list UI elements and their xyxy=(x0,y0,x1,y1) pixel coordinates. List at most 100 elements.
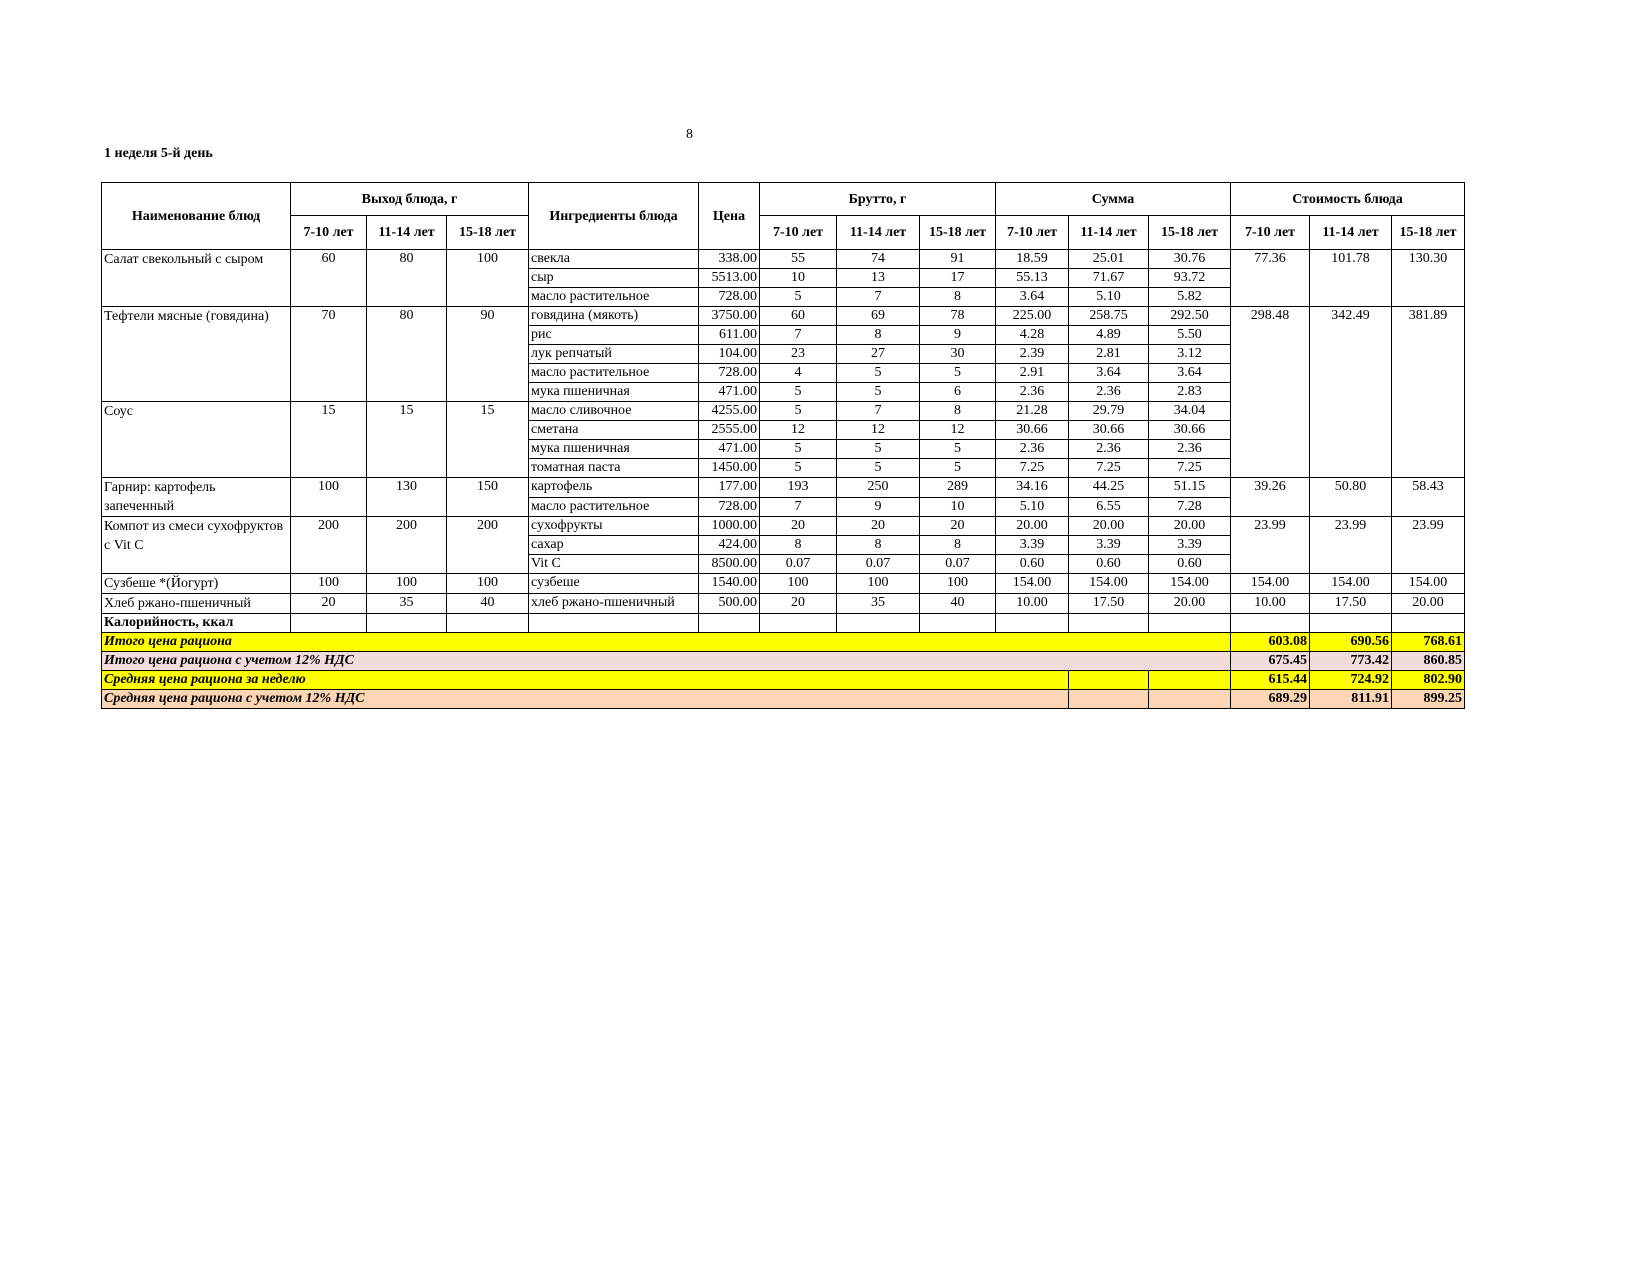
calories-row: Калорийность, ккал xyxy=(101,613,1465,633)
total-label: Итого цена рациона xyxy=(101,632,1231,652)
menu-day-title: 1 неделя 5-й день xyxy=(104,146,213,161)
ingredient-brutto: 12 xyxy=(919,420,996,440)
ingredient-brutto: 20 xyxy=(919,516,996,536)
table-row: мука пшеничная 471.00 5 5 6 2.36 2.36 2.83 xyxy=(102,382,1465,402)
ingredient-sum: 3.64 xyxy=(1148,363,1231,383)
total-value: 860.85 xyxy=(1391,651,1465,671)
table-row: Гарнир: картофель запеченный 100 130 150 кар… xyxy=(101,477,1465,517)
table-row: Сузбеше *(Йогурт) 100 100 100 сузбеше 1540.00… xyxy=(101,573,1465,594)
header-age-group: 15-18 лет xyxy=(1391,215,1465,250)
dish-name: Компот из смеси сухофруктов с Vit C xyxy=(101,516,291,574)
dish-cost: 342.49 xyxy=(1309,306,1392,478)
dish-yield: 200 xyxy=(366,516,447,574)
ingredient-name: картофель xyxy=(528,477,699,498)
ingredient-price: 471.00 xyxy=(698,382,760,402)
ingredient-sum: 3.12 xyxy=(1148,344,1231,364)
ingredient-brutto: 12 xyxy=(759,420,837,440)
ingredient-price: 1450.00 xyxy=(698,458,760,478)
ingredient-sum: 20.00 xyxy=(995,516,1069,536)
header-age-group: 15-18 лет xyxy=(919,215,996,250)
header-sum: Сумма xyxy=(995,182,1231,216)
table-row: мука пшеничная 471.00 5 5 5 2.36 2.36 2.36 xyxy=(102,439,1465,459)
ingredient-sum: 2.39 xyxy=(995,344,1069,364)
ingredient-name: сахар xyxy=(528,535,699,555)
table-row: сметана 2555.00 12 12 12 30.66 30.66 30.66 xyxy=(102,420,1465,440)
header-age-group: 7-10 лет xyxy=(290,215,367,250)
total-row: Итого цена рациона с учетом 12% НДС 675.4… xyxy=(101,651,1465,671)
ingredient-brutto: 5 xyxy=(836,382,920,402)
ingredient-name: сузбеше xyxy=(528,573,699,594)
ingredient-name: масло сливочное xyxy=(528,401,699,421)
dish-name: Салат свекольный с сыром xyxy=(101,249,291,307)
calories-cell xyxy=(1309,613,1392,633)
calories-cell xyxy=(366,613,447,633)
ingredient-sum: 29.79 xyxy=(1068,401,1149,421)
ingredient-price: 1000.00 xyxy=(698,516,760,536)
dish-yield: 100 xyxy=(290,477,367,517)
ingredient-sum: 21.28 xyxy=(995,401,1069,421)
ingredient-sum: 2.36 xyxy=(1068,382,1149,402)
ingredient-sum: 258.75 xyxy=(1068,306,1149,326)
ingredient-brutto: 100 xyxy=(836,573,920,594)
ingredient-price: 338.00 xyxy=(698,249,760,269)
dish-yield: 200 xyxy=(290,516,367,574)
header-age-group: 7-10 лет xyxy=(1230,215,1310,250)
dish-yield: 90 xyxy=(446,306,529,402)
dish-yield: 15 xyxy=(366,401,447,478)
calories-cell xyxy=(919,613,996,633)
dish-yield: 80 xyxy=(366,306,447,402)
calories-cell xyxy=(995,613,1069,633)
total-value: 603.08 xyxy=(1230,632,1310,652)
ingredient-brutto: 8 xyxy=(919,287,996,307)
header-dish-name: Наименование блюд xyxy=(101,182,291,250)
calories-label: Калорийность, ккал xyxy=(101,613,291,633)
ingredient-sum: 154.00 xyxy=(1148,573,1231,594)
dish-cost: 10.00 xyxy=(1230,593,1310,614)
table-row: Компот из смеси сухофруктов с Vit C 200 20… xyxy=(101,516,1465,574)
ingredient-sum: 20.00 xyxy=(1068,516,1149,536)
ingredient-name: масло растительное xyxy=(528,496,699,517)
dish-cost: 154.00 xyxy=(1391,573,1465,594)
ingredient-sum: 3.64 xyxy=(1068,363,1149,383)
menu-cost-table: Наименование блюд Выход блюда, г Ингреди… xyxy=(101,182,1465,709)
total-empty-cell xyxy=(1068,670,1149,690)
ingredient-sum: 18.59 xyxy=(995,249,1069,269)
total-empty-cell xyxy=(1148,689,1231,709)
total-empty-cell xyxy=(1068,689,1149,709)
ingredient-name: мука пшеничная xyxy=(528,439,699,459)
table-row: масло растительное 728.00 7 9 10 5.10 6.55 7.28 xyxy=(102,496,1465,517)
ingredient-price: 611.00 xyxy=(698,325,760,345)
total-label: Средняя цена рациона с учетом 12% НДС xyxy=(101,689,1069,709)
ingredient-price: 2555.00 xyxy=(698,420,760,440)
ingredient-sum: 30.76 xyxy=(1148,249,1231,269)
ingredient-brutto: 5 xyxy=(836,363,920,383)
ingredient-brutto: 250 xyxy=(836,477,920,498)
ingredient-sum: 225.00 xyxy=(995,306,1069,326)
ingredient-name: рис xyxy=(528,325,699,345)
dish-cost: 381.89 xyxy=(1391,306,1465,478)
ingredient-name: масло растительное xyxy=(528,287,699,307)
header-age-group: 7-10 лет xyxy=(995,215,1069,250)
ingredient-price: 1540.00 xyxy=(698,573,760,594)
header-age-group: 11-14 лет xyxy=(1309,215,1392,250)
ingredient-brutto: 91 xyxy=(919,249,996,269)
ingredient-brutto: 4 xyxy=(759,363,837,383)
ingredient-brutto: 5 xyxy=(836,439,920,459)
header-cost: Стоимость блюда xyxy=(1230,182,1465,216)
ingredient-brutto: 7 xyxy=(836,287,920,307)
header-ingredients: Ингредиенты блюда xyxy=(528,182,699,250)
ingredient-sum: 5.82 xyxy=(1148,287,1231,307)
total-value: 768.61 xyxy=(1391,632,1465,652)
dish-cost: 20.00 xyxy=(1391,593,1465,614)
ingredient-sum: 3.64 xyxy=(995,287,1069,307)
dish-cost: 23.99 xyxy=(1230,516,1310,574)
header-price: Цена xyxy=(698,182,760,250)
header-age-group: 11-14 лет xyxy=(366,215,447,250)
ingredient-price: 424.00 xyxy=(698,535,760,555)
ingredient-price: 3750.00 xyxy=(698,306,760,326)
ingredient-name: хлеб ржано-пшеничный xyxy=(528,593,699,614)
ingredient-brutto: 13 xyxy=(836,268,920,288)
dish-yield: 70 xyxy=(290,306,367,402)
dish-name: Гарнир: картофель запеченный xyxy=(101,477,291,517)
ingredient-brutto: 289 xyxy=(919,477,996,498)
